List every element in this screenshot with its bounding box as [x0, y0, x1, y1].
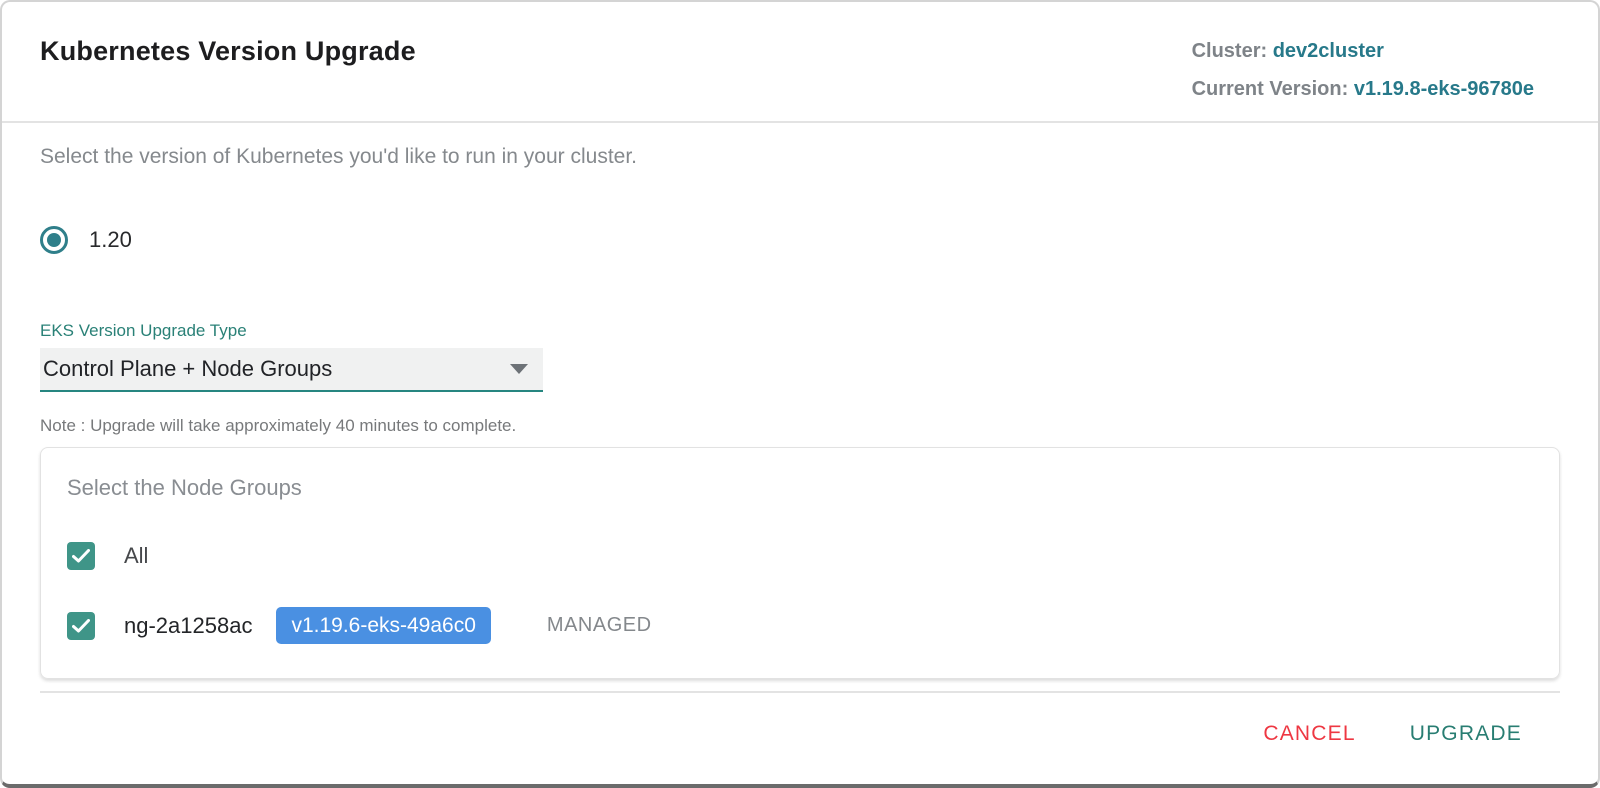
cluster-info: Cluster: dev2cluster Current Version: v1… — [1192, 32, 1534, 108]
upgrade-note-text: Note : Upgrade will take approximately 4… — [40, 416, 517, 435]
cluster-label: Cluster: — [1191, 40, 1268, 62]
cancel-button[interactable]: CANCEL — [1259, 716, 1359, 752]
dialog-content: Select the version of Kubernetes you'd l… — [2, 145, 1598, 775]
radio-selected-icon[interactable] — [40, 226, 68, 254]
node-group-row-all[interactable]: All — [67, 542, 1533, 570]
version-option-1-20[interactable]: 1.20 — [40, 226, 132, 254]
dropdown-arrow-icon — [510, 364, 528, 374]
cluster-value: dev2cluster — [1272, 40, 1384, 62]
cluster-line: Cluster: dev2cluster — [1192, 32, 1534, 70]
upgrade-type-select[interactable]: Control Plane + Node Groups — [40, 348, 543, 392]
dialog-header: Kubernetes Version Upgrade Cluster: dev2… — [2, 2, 1598, 123]
radio-dot — [47, 233, 61, 247]
upgrade-type-selected-value: Control Plane + Node Groups — [43, 356, 333, 381]
checkbox-checked-all[interactable] — [67, 542, 95, 570]
instruction-text: Select the version of Kubernetes you'd l… — [40, 145, 638, 168]
upgrade-button[interactable]: UPGRADE — [1406, 716, 1526, 752]
version-option-label[interactable]: 1.20 — [89, 227, 132, 252]
node-group-label-all[interactable]: All — [124, 543, 149, 568]
node-groups-panel: Select the Node Groups All ng-2a1258ac v… — [40, 447, 1560, 679]
page-title: Kubernetes Version Upgrade — [40, 36, 416, 66]
current-version-label: Current Version: — [1191, 78, 1349, 100]
node-group-row[interactable]: ng-2a1258ac v1.19.6-eks-49a6c0 MANAGED — [67, 607, 1533, 644]
node-group-type-label: MANAGED — [546, 614, 652, 636]
checkmark-icon — [72, 549, 90, 563]
checkbox-checked-node-group[interactable] — [67, 611, 95, 640]
upgrade-type-label: EKS Version Upgrade Type — [40, 321, 247, 340]
node-groups-heading: Select the Node Groups — [67, 475, 302, 500]
dialog-footer: CANCEL UPGRADE — [40, 691, 1560, 775]
checkmark-icon — [72, 618, 90, 632]
node-group-version-badge: v1.19.6-eks-49a6c0 — [276, 607, 491, 644]
node-group-name[interactable]: ng-2a1258ac — [124, 612, 253, 638]
current-version-line: Current Version: v1.19.8-eks-96780e — [1192, 70, 1534, 108]
current-version-value: v1.19.8-eks-96780e — [1353, 78, 1534, 100]
